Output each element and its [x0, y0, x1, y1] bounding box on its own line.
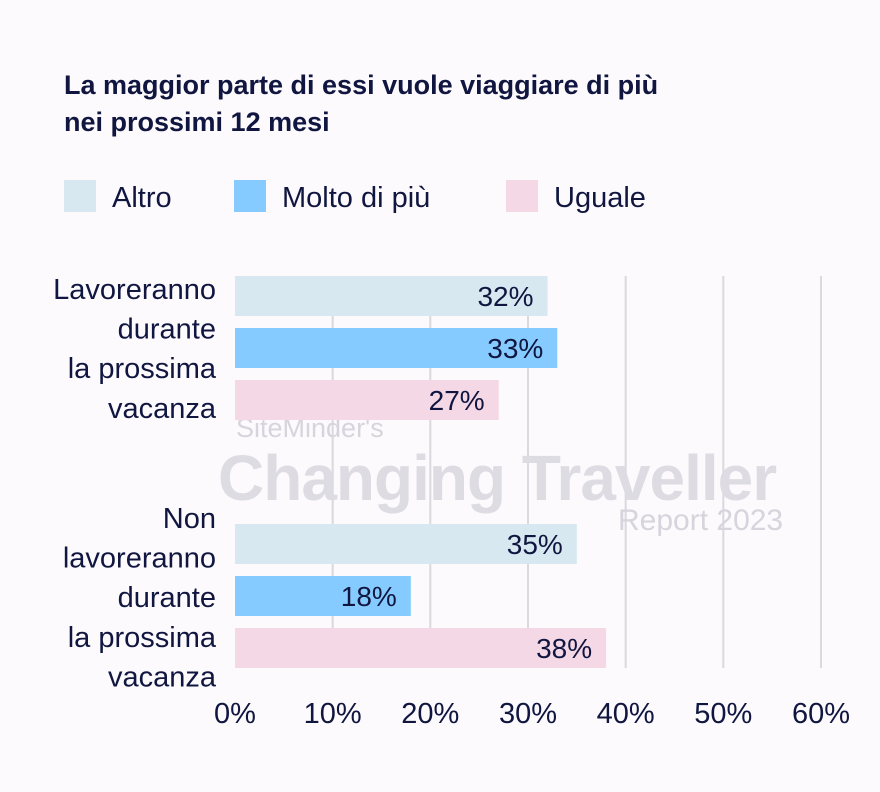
- legend-swatch: [234, 180, 266, 212]
- bar: [235, 628, 607, 668]
- bar: [235, 276, 548, 316]
- x-tick-label: 20%: [401, 698, 459, 730]
- category-label-line: Non: [163, 503, 216, 535]
- bar-value-label: 27%: [429, 385, 485, 416]
- category-labels: Lavoreranno durante la prossima vacanza Non l…: [53, 274, 217, 693]
- x-tick-label: 60%: [792, 698, 850, 730]
- category-label-line: durante: [118, 582, 216, 614]
- bar-value-label: 32%: [477, 281, 533, 312]
- bar-value-label: 33%: [487, 333, 543, 364]
- legend-label: Uguale: [554, 182, 646, 214]
- legend-label: Molto di più: [282, 182, 430, 214]
- legend-swatch: [64, 180, 96, 212]
- watermark-title: Changing Traveller: [218, 442, 776, 514]
- x-tick-label: 40%: [597, 698, 655, 730]
- bar: [235, 328, 558, 368]
- x-tick-label: 30%: [499, 698, 557, 730]
- category-label-line: lavoreranno: [63, 543, 216, 575]
- bar-value-label: 18%: [341, 581, 397, 612]
- bar: [235, 380, 499, 420]
- bar-value-label: 35%: [507, 529, 563, 560]
- bar-value-label: 38%: [536, 633, 592, 664]
- legend-label: Altro: [112, 182, 172, 214]
- x-tick-label: 0%: [214, 698, 256, 730]
- category-label-line: la prossima: [68, 353, 217, 385]
- chart-title-line: La maggior parte di essi vuole viaggiare…: [64, 70, 658, 100]
- watermark: SiteMinder's Changing Traveller Report 2…: [218, 413, 783, 537]
- bars: 32% 33%27% 35% 18% 38%: [235, 276, 607, 668]
- x-tick-label: 10%: [304, 698, 362, 730]
- chart-title-line: nei prossimi 12 mesi: [64, 107, 330, 137]
- category-label-line: la prossima: [68, 622, 217, 654]
- bar: [235, 576, 411, 616]
- legend-swatch: [506, 180, 538, 212]
- legend: Altro Molto di più Uguale: [64, 180, 646, 214]
- category-label-line: durante: [118, 314, 216, 346]
- chart-title: La maggior parte di essi vuole viaggiare…: [64, 70, 658, 137]
- category-label-line: vacanza: [108, 661, 217, 693]
- x-tick-label: 50%: [694, 698, 752, 730]
- bar: [235, 524, 577, 564]
- category-label-line: vacanza: [108, 393, 217, 425]
- x-axis-ticks: 0% 10% 20% 30% 40% 50% 60%: [214, 698, 850, 730]
- category-label-line: Lavoreranno: [53, 274, 216, 306]
- watermark-report: Report 2023: [618, 504, 783, 537]
